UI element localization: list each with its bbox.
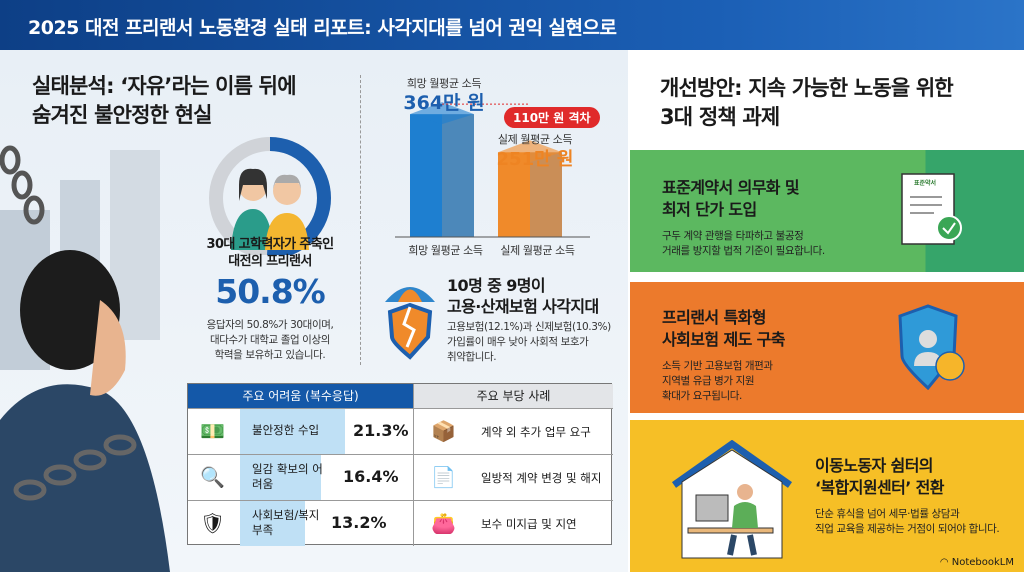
insurance-desc-line3: 취약합니다. — [447, 351, 497, 363]
solution-1-desc-line1: 구두 계약 관행을 타파하고 불공정 — [662, 230, 804, 242]
solution-2-title-line1: 프리랜서 특화형 — [662, 308, 766, 327]
table-header-difficulties: 주요 어려움 (복수응답) — [188, 384, 413, 408]
difficulty-value: 21.3% — [353, 421, 409, 440]
table-header-cases: 주요 부당 사례 — [413, 384, 613, 408]
difficulty-label: 불안정한 수입 — [252, 423, 320, 437]
donut-desc-line3: 학력을 보유하고 있습니다. — [214, 349, 326, 361]
solution-1-title-line2: 최저 단가 도입 — [662, 200, 757, 219]
table-row: 💵 불안정한 수입 21.3% 📦 계약 외 추가 업무 요구 — [188, 408, 613, 454]
chained-worker-illustration — [0, 145, 170, 572]
solution-3-title-line1: 이동노동자 쉼터의 — [815, 456, 934, 475]
contract-doc-label: 표준약서 — [914, 180, 937, 187]
insurance-desc-line2: 가입률이 매우 낮아 사회적 보호가 — [447, 336, 589, 348]
broken-umbrella-shield-icon — [385, 287, 435, 360]
donut-chart — [209, 137, 331, 255]
bar-0 — [410, 102, 474, 237]
solution-3-desc-line1: 단순 휴식을 넘어 세무·법률 상담과 — [815, 508, 960, 520]
donut-description: 응답자의 50.8%가 30대이며, 대다수가 대학교 졸업 이상의 학력을 보… — [195, 318, 345, 363]
contract-check-icon — [901, 173, 962, 245]
difficulty-value: 16.4% — [343, 467, 399, 486]
case-label: 일방적 계약 변경 및 해지 — [481, 471, 602, 485]
shelter-worker-icon — [671, 440, 793, 559]
shield-person-icon — [898, 304, 965, 390]
analysis-title: 실태분석: ‘자유’라는 이름 뒤에 숨겨진 불안정한 현실 — [32, 72, 297, 130]
solutions-title-line2: 3대 정책 과제 — [660, 105, 780, 129]
donut-label-line2: 대전의 프리랜서 — [228, 254, 312, 269]
contract-cancel-icon: 📄 — [431, 465, 456, 489]
difficulty-bar — [240, 455, 321, 500]
header-banner: 2025 대전 프리랜서 노동환경 실태 리포트: 사각지대를 넘어 권익 실현… — [0, 0, 1024, 50]
donut-label: 30대 고학력자가 주축인 대전의 프리랜서 — [195, 236, 345, 270]
wallet-icon: 👛 — [431, 511, 456, 535]
difficulty-bar — [240, 501, 305, 546]
gap-badge: 110만 원 격차 — [504, 107, 600, 128]
analysis-title-line2: 숨겨진 불안정한 현실 — [32, 103, 213, 127]
solution-2-desc-line2: 지역별 유급 병가 지원 — [662, 375, 755, 387]
insurance-title: 10명 중 9명이 고용·산재보험 사각지대 — [447, 275, 599, 317]
insurance-title-line2: 고용·산재보험 사각지대 — [447, 297, 599, 316]
bar-top-label-1: 실제 월평균 소득 — [497, 133, 573, 146]
solution-3-desc-line2: 직업 교육을 제공하는 거점이 되어야 합니다. — [815, 523, 1000, 535]
broken-shield-icon: 🛡 — [200, 511, 226, 535]
notebooklm-logo-icon: ◠ — [939, 557, 952, 568]
solutions-section: 개선방안: 지속 가능한 노동을 위한 3대 정책 과제 표준계약서 의무화 및… — [628, 50, 1024, 572]
brand-label: NotebookLM — [951, 557, 1014, 568]
money-icon: 💵 — [200, 419, 225, 443]
chain-icon — [0, 145, 45, 225]
insurance-title-line1: 10명 중 9명이 — [447, 276, 546, 295]
solution-2-title-line2: 사회보험 제도 구축 — [662, 330, 786, 349]
bar-x-label-1: 실제 월평균 소득 — [500, 244, 575, 257]
table-row: 🛡 사회보험/복지 부족 13.2% 👛 보수 미지급 및 지연 — [188, 500, 613, 546]
solution-1-desc-line2: 거래를 방지할 법적 기준이 필요합니다. — [662, 245, 825, 257]
table-divider — [413, 408, 414, 546]
notebooklm-brand: ◠ NotebookLM — [940, 557, 1014, 568]
worker-boxes-icon: 📦 — [431, 419, 456, 443]
donut-label-line1: 30대 고학력자가 주축인 — [206, 237, 335, 252]
case-label: 보수 미지급 및 지연 — [481, 517, 577, 531]
solution-3-title-line2: ‘복합지원센터’ 전환 — [815, 478, 944, 497]
case-label: 계약 외 추가 업무 요구 — [481, 425, 591, 439]
solution-2-desc-line3: 확대가 요구됩니다. — [662, 390, 742, 402]
bar-x-label-0: 희망 월평균 소득 — [408, 244, 483, 257]
difficulties-table: 주요 어려움 (복수응답) 주요 부당 사례 💵 불안정한 수입 21.3% 📦… — [187, 383, 613, 546]
handshake-search-icon: 🔍 — [200, 465, 225, 489]
people-icon — [231, 168, 309, 250]
bar-top-label-0: 희망 월평균 소득 — [406, 77, 482, 90]
solution-2-desc-line1: 소득 기반 고용보험 개편과 — [662, 360, 773, 372]
divider — [360, 75, 361, 365]
difficulty-bar — [240, 409, 345, 454]
bar-value-label-1: 251만 원 — [496, 149, 574, 170]
donut-desc-line2: 대다수가 대학교 졸업 이상의 — [210, 334, 330, 346]
insurance-desc-line1: 고용보험(12.1%)과 신제보험(10.3%) — [447, 321, 611, 333]
difficulty-label: 사회보험/복지 부족 — [252, 508, 320, 537]
insurance-description: 고용보험(12.1%)과 신제보험(10.3%) 가입률이 매우 낮아 사회적 … — [447, 320, 611, 365]
donut-desc-line1: 응답자의 50.8%가 30대이며, — [206, 319, 334, 331]
bar-value-label-0: 364만 원 — [403, 92, 485, 114]
bar-1 — [498, 140, 562, 237]
solutions-title-line1: 개선방안: 지속 가능한 노동을 위한 — [660, 76, 954, 100]
difficulty-label: 일감 확보의 어려움 — [252, 462, 323, 491]
solutions-title: 개선방안: 지속 가능한 노동을 위한 3대 정책 과제 — [660, 74, 954, 132]
difficulty-value: 13.2% — [331, 513, 387, 532]
income-bar-chart — [395, 102, 590, 238]
analysis-title-line1: 실태분석: ‘자유’라는 이름 뒤에 — [32, 74, 297, 98]
solution-1-title-line1: 표준계약서 의무화 및 — [662, 178, 800, 197]
table-row: 🔍 일감 확보의 어려움 16.4% 📄 일방적 계약 변경 및 해지 — [188, 454, 613, 500]
donut-value: 50.8% — [215, 272, 326, 311]
donut-value-arc — [209, 137, 331, 255]
page-title: 2025 대전 프리랜서 노동환경 실태 리포트: 사각지대를 넘어 권익 실현… — [28, 17, 617, 39]
solution-card-shelter: 이동노동자 쉼터의 ‘복합지원센터’ 전환 단순 휴식을 넘어 세무·법률 상담… — [630, 420, 1024, 572]
